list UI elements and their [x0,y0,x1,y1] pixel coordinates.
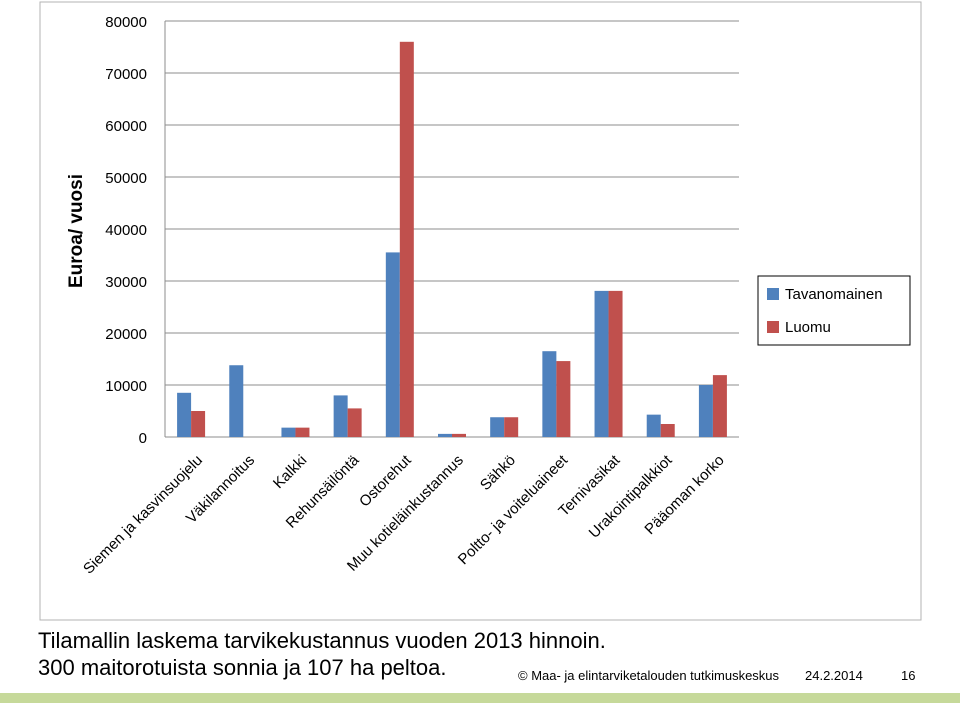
bar-tavanomainen-0 [177,392,192,437]
bars [177,41,727,438]
bar-luomu-10 [712,375,727,437]
bar-tavanomainen-5 [438,433,452,437]
legend-swatch-luomu [767,321,779,333]
y-tick-label: 10000 [105,378,147,395]
legend-swatch-tavanomainen [767,288,779,300]
y-axis-label: Euroa/ vuosi [66,174,87,288]
footer-accent-bar [0,693,960,703]
legend: Tavanomainen Luomu [757,275,911,346]
caption-line-1: Tilamallin laskema tarvikekustannus vuod… [38,628,606,653]
bar-tavanomainen-8 [594,290,609,437]
gridlines [164,20,739,438]
legend-label-tavanomainen: Tavanomainen [785,286,883,303]
y-tick-label: 20000 [105,326,147,343]
bar-tavanomainen-9 [646,414,661,437]
bar-tavanomainen-10 [698,385,713,437]
y-tick-label: 30000 [105,274,147,291]
bar-luomu-5 [452,433,466,437]
y-tick-label: 80000 [105,14,147,31]
footer-organization: © Maa- ja elintarviketalouden tutkimuske… [518,668,780,683]
y-tick-labels: 0 10000 20000 30000 40000 50000 60000 70000 8000… [105,14,147,447]
y-tick-label: 40000 [105,222,147,239]
bar-tavanomainen-1 [229,365,244,437]
bar-luomu-6 [504,417,519,437]
footer-date: 24.2.2014 [805,668,863,683]
bar-luomu-0 [191,411,206,437]
y-tick-label: 0 [139,430,147,447]
bar-tavanomainen-7 [542,351,557,437]
bar-tavanomainen-3 [333,395,348,437]
bar-luomu-2 [295,427,310,437]
y-tick-label: 60000 [105,118,147,135]
legend-box [757,275,911,346]
caption-line-2: 300 maitorotuista sonnia ja 107 ha pelto… [38,655,447,680]
bar-luomu-9 [660,424,675,437]
bar-tavanomainen-2 [281,427,296,437]
legend-label-luomu: Luomu [785,319,831,336]
bar-luomu-3 [347,408,362,437]
bar-luomu-7 [556,361,571,437]
bar-luomu-4 [399,41,414,438]
y-tick-label: 70000 [105,66,147,83]
footer-page-number: 16 [901,668,916,683]
bar-luomu-8 [608,290,623,437]
bar-tavanomainen-6 [490,417,505,437]
bar-tavanomainen-4 [385,252,400,437]
y-tick-label: 50000 [105,170,147,187]
